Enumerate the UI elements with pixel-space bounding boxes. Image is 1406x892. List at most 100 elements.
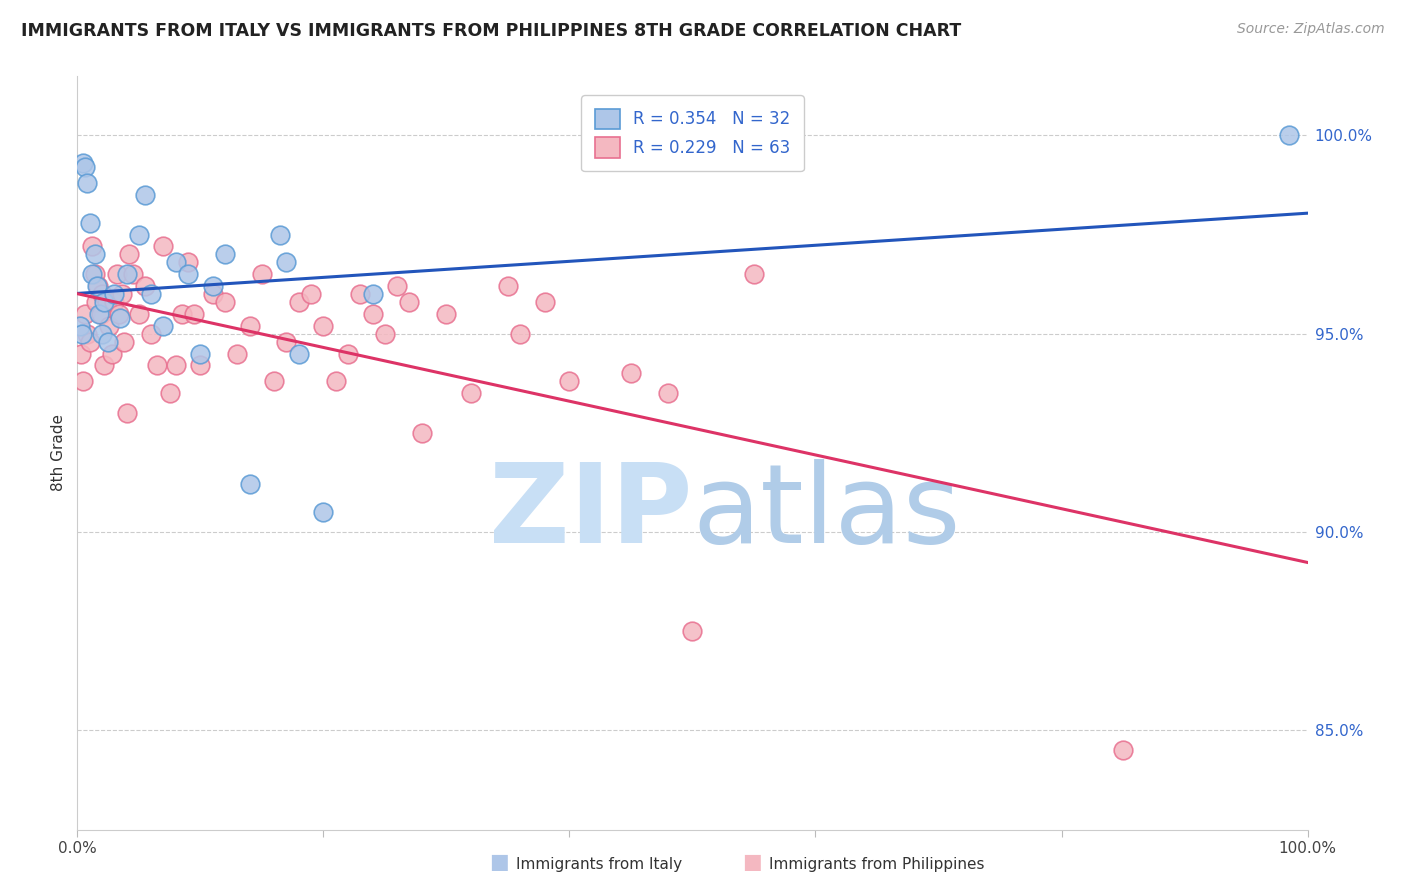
Text: IMMIGRANTS FROM ITALY VS IMMIGRANTS FROM PHILIPPINES 8TH GRADE CORRELATION CHART: IMMIGRANTS FROM ITALY VS IMMIGRANTS FROM… [21, 22, 962, 40]
Text: ■: ■ [489, 853, 509, 872]
Point [79, 216, 101, 230]
Point [337, 346, 360, 360]
Point [177, 267, 200, 281]
Point [93, 294, 115, 310]
Point [89, 307, 111, 321]
Point [558, 374, 581, 388]
Point [361, 307, 384, 321]
Point [72, 374, 94, 388]
Point [226, 346, 249, 360]
Point [460, 386, 482, 401]
Point [509, 326, 531, 341]
Point [73, 307, 96, 321]
Point [152, 239, 174, 253]
Point [103, 294, 125, 310]
Point [73, 160, 96, 174]
Point [76, 176, 98, 190]
Point [239, 477, 262, 491]
Point [72, 156, 94, 170]
Point [115, 406, 138, 420]
Point [534, 294, 557, 310]
Point [128, 307, 150, 321]
Point [134, 187, 156, 202]
Point [98, 318, 121, 333]
Point [657, 386, 679, 401]
Point [682, 624, 704, 639]
Point [115, 267, 138, 281]
Point [128, 227, 150, 242]
Text: Immigrants from Philippines: Immigrants from Philippines [769, 857, 984, 872]
Point [188, 359, 212, 373]
Point [93, 359, 115, 373]
Point [79, 334, 101, 349]
Legend: R = 0.354   N = 32, R = 0.229   N = 63: R = 0.354 N = 32, R = 0.229 N = 63 [581, 95, 804, 171]
Point [90, 287, 114, 301]
Point [250, 267, 273, 281]
Point [239, 318, 262, 333]
Point [201, 287, 224, 301]
Point [170, 307, 193, 321]
Point [141, 326, 163, 341]
Point [165, 255, 187, 269]
Point [76, 326, 98, 341]
Point [214, 294, 236, 310]
Point [276, 255, 298, 269]
Point [620, 367, 643, 381]
Text: atlas: atlas [693, 459, 960, 566]
Point [118, 247, 141, 261]
Point [87, 279, 110, 293]
Point [288, 294, 311, 310]
Point [82, 239, 104, 253]
Point [141, 287, 163, 301]
Point [83, 267, 105, 281]
Point [134, 279, 156, 293]
Text: Immigrants from Italy: Immigrants from Italy [516, 857, 682, 872]
Point [398, 294, 420, 310]
Point [152, 318, 174, 333]
Point [69, 318, 91, 333]
Text: Source: ZipAtlas.com: Source: ZipAtlas.com [1237, 22, 1385, 37]
Point [83, 247, 105, 261]
Point [111, 287, 132, 301]
Point [165, 359, 187, 373]
Point [263, 374, 285, 388]
Point [374, 326, 396, 341]
Point [288, 346, 311, 360]
Point [97, 334, 120, 349]
Point [299, 287, 322, 301]
Point [201, 279, 224, 293]
Point [101, 346, 124, 360]
Point [82, 267, 104, 281]
Point [349, 287, 371, 301]
Point [90, 307, 112, 321]
Point [110, 310, 132, 325]
Point [325, 374, 347, 388]
Point [70, 326, 93, 341]
Point [1112, 743, 1135, 757]
Point [105, 267, 128, 281]
Point [90, 326, 114, 341]
Y-axis label: 8th Grade: 8th Grade [51, 414, 66, 491]
Point [108, 307, 131, 321]
Point [177, 255, 200, 269]
Point [436, 307, 458, 321]
Point [146, 359, 169, 373]
Point [385, 279, 409, 293]
Point [269, 227, 291, 242]
Point [86, 279, 108, 293]
Point [312, 318, 335, 333]
Point [103, 287, 125, 301]
Point [70, 346, 93, 360]
Text: ■: ■ [742, 853, 762, 872]
Point [361, 287, 384, 301]
Point [1278, 128, 1301, 143]
Point [742, 267, 765, 281]
Point [411, 425, 433, 440]
Point [96, 294, 118, 310]
Point [84, 294, 107, 310]
Point [188, 346, 212, 360]
Text: ZIP: ZIP [489, 459, 693, 566]
Point [121, 267, 143, 281]
Point [159, 386, 181, 401]
Point [214, 247, 236, 261]
